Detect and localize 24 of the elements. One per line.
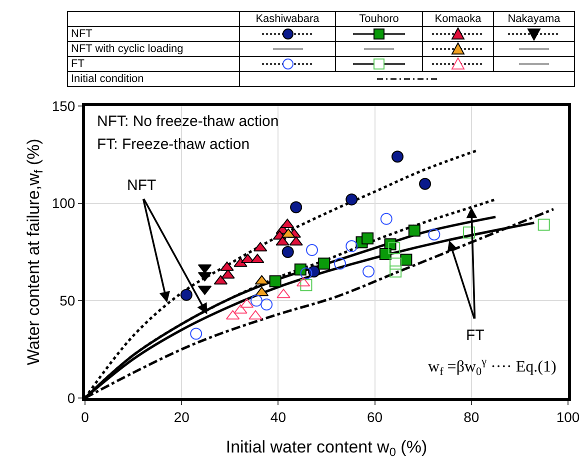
y-tick-label: 50 bbox=[60, 292, 76, 309]
x-tick-label: 40 bbox=[270, 408, 286, 425]
x-tick-label: 20 bbox=[174, 408, 190, 425]
text: NFT with cyclic loading bbox=[68, 42, 240, 56]
x-axis-title: Initial water content w$_{0}$ (%) bbox=[226, 437, 428, 459]
text: NFT bbox=[68, 26, 240, 42]
text: Kashiwabara bbox=[240, 12, 336, 26]
y-tick-label: 0 bbox=[67, 390, 76, 406]
annotation: w$_{f}$ =βw$_{0}$$^{γ}$ ···· Eq.(1) bbox=[428, 356, 556, 378]
annotation: FT bbox=[466, 327, 484, 344]
x-tick-label: 100 bbox=[556, 408, 580, 425]
annotation: NFT: No freeze-thaw action bbox=[97, 113, 279, 130]
text: Nakayama bbox=[494, 12, 574, 26]
text: Touhoro bbox=[336, 12, 422, 26]
text: Initial condition bbox=[68, 72, 240, 86]
annotation: FT: Freeze-thaw action bbox=[97, 136, 250, 153]
x-tick-label: 60 bbox=[367, 408, 383, 425]
text: FT bbox=[68, 56, 240, 72]
text: Komaoka bbox=[422, 12, 494, 26]
annotation: NFT bbox=[127, 177, 156, 194]
x-tick-label: 80 bbox=[464, 408, 480, 425]
y-tick-label: 100 bbox=[52, 195, 76, 212]
x-tick-label: 0 bbox=[81, 408, 90, 425]
y-tick-label: 150 bbox=[52, 98, 76, 114]
